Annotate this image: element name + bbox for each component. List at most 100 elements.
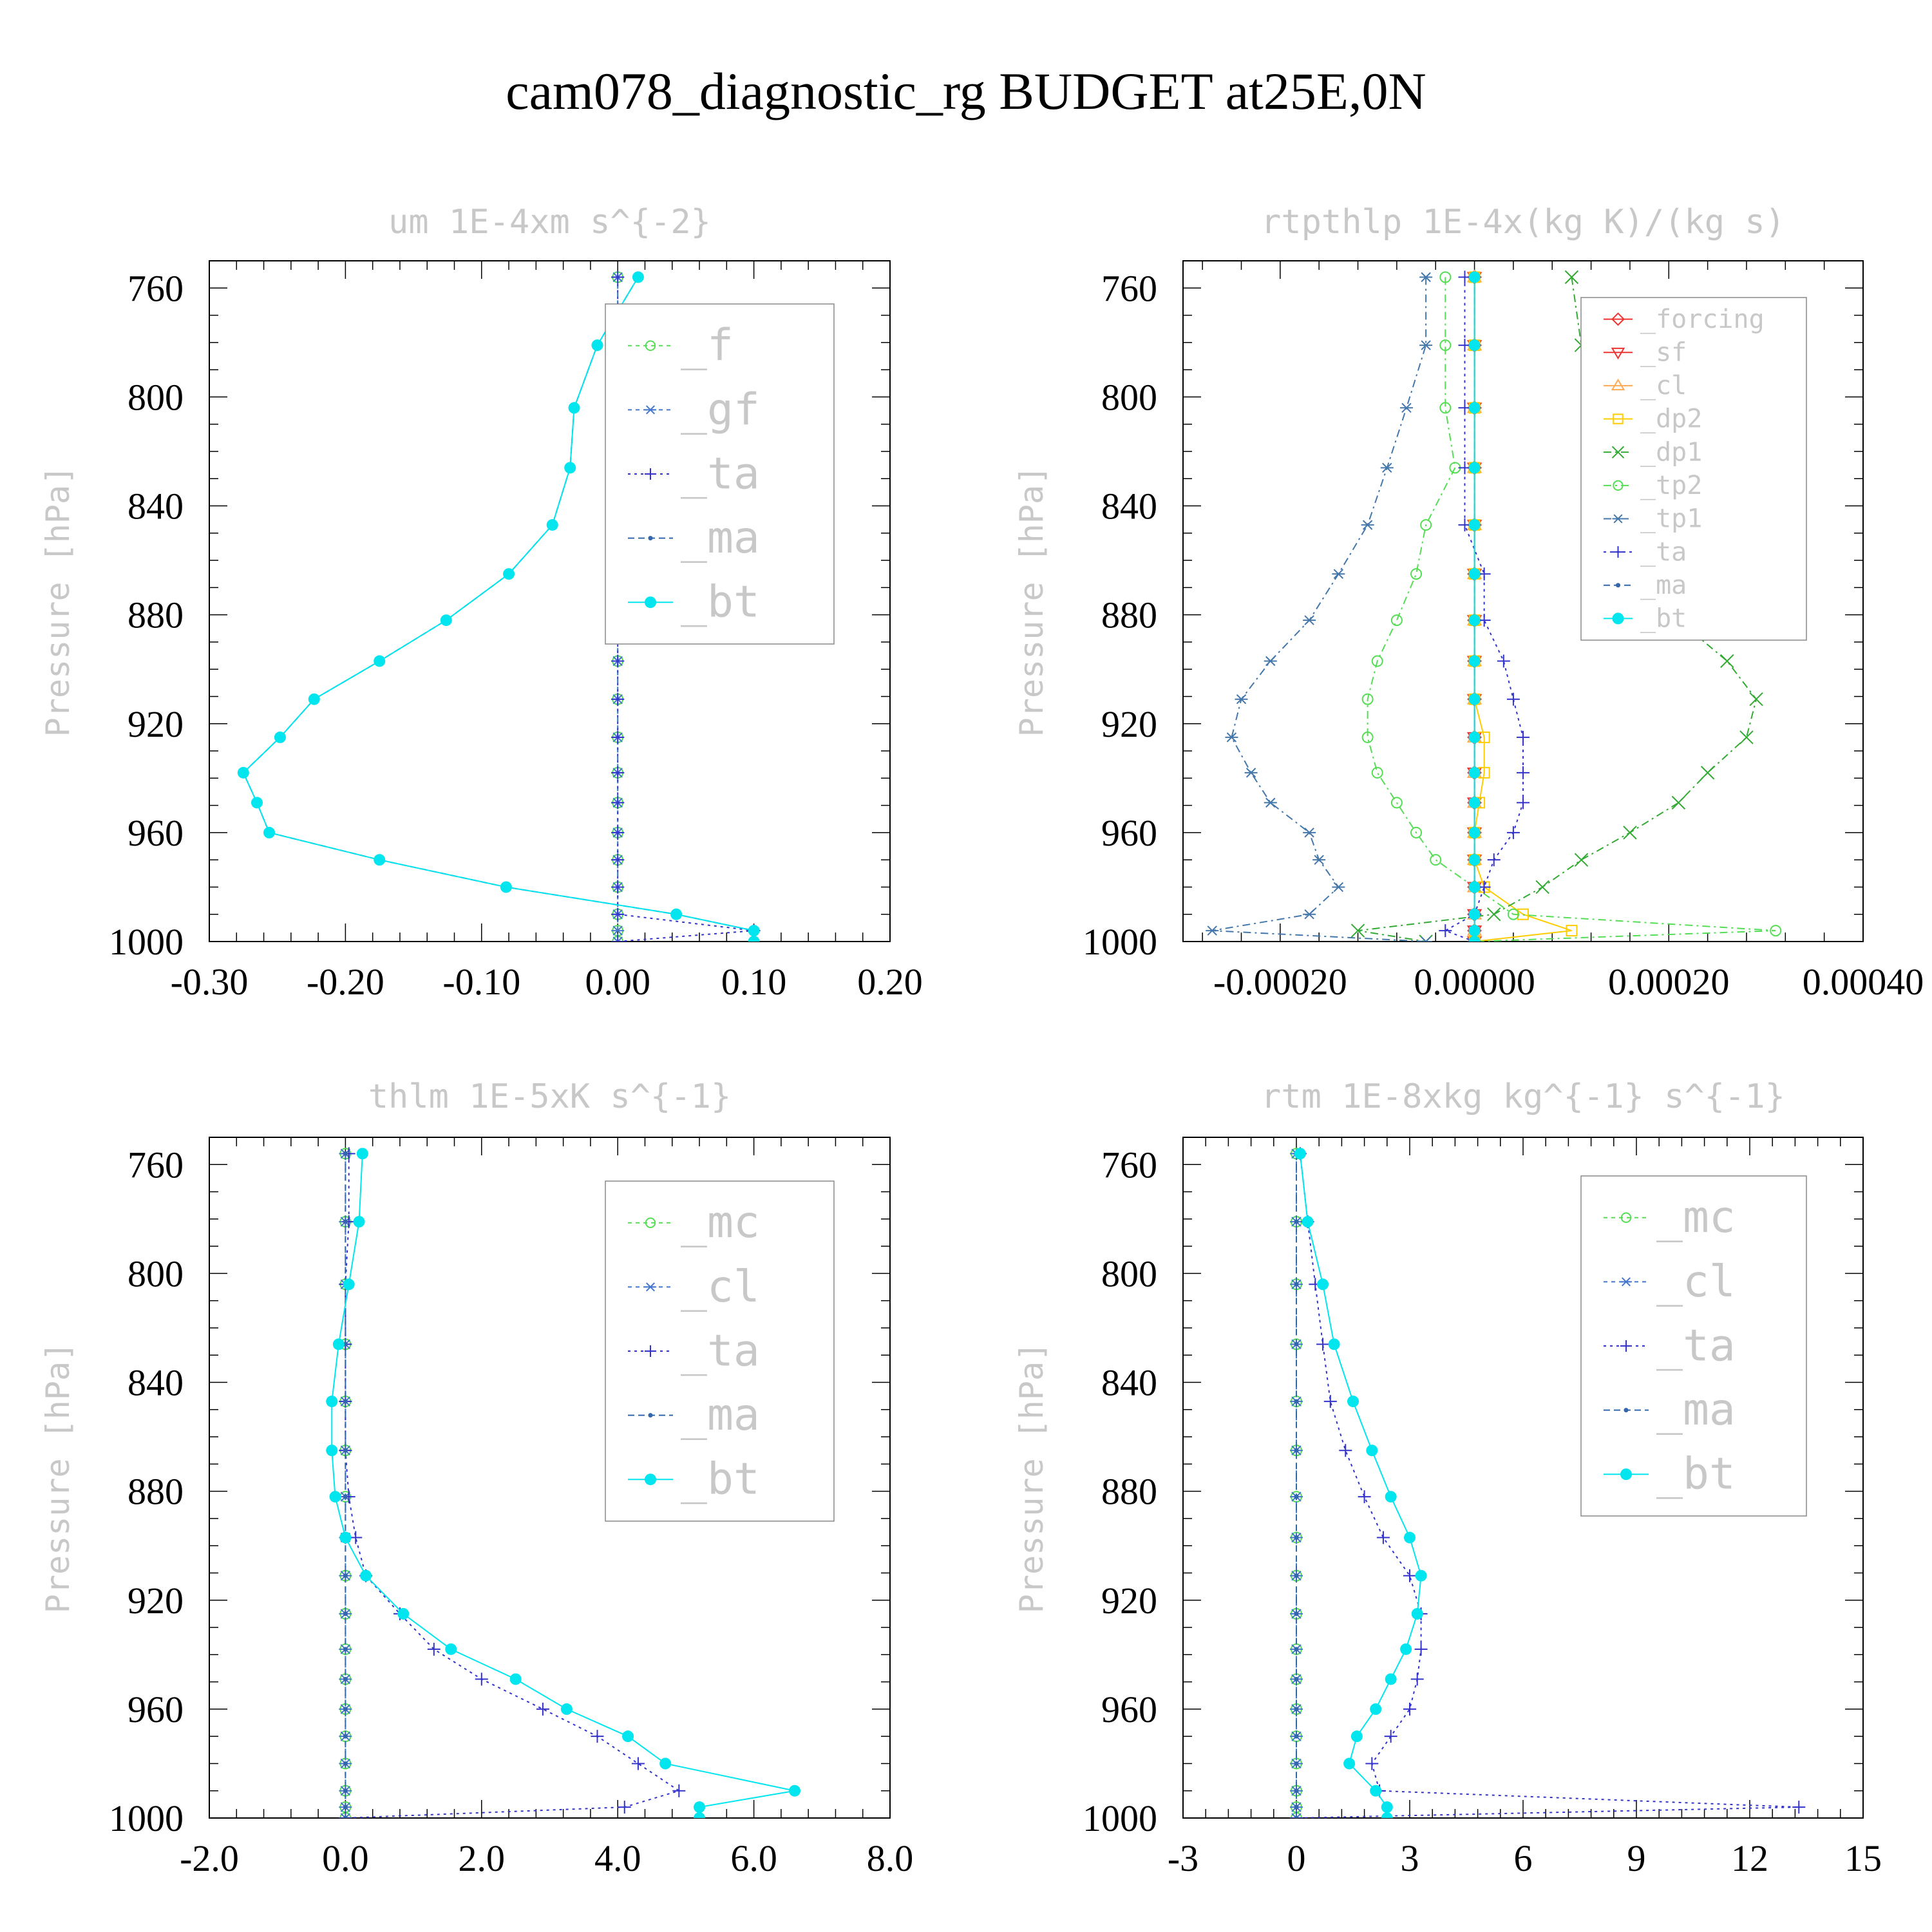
data-point-tp2 — [1390, 614, 1403, 627]
data-point-bt — [1347, 1396, 1359, 1408]
series-line-dp1 — [1358, 277, 1757, 942]
data-point-bt — [274, 731, 286, 743]
data-point-ma — [1294, 1647, 1299, 1652]
y-tick-label: 1000 — [1083, 921, 1157, 963]
data-point-tp1 — [1235, 694, 1248, 705]
data-point-dp1 — [1350, 923, 1365, 938]
x-tick-label: -3 — [1168, 1837, 1198, 1879]
y-tick-label: 800 — [128, 376, 184, 418]
legend-marker — [645, 1473, 656, 1486]
series-line-tp1 — [1212, 277, 1427, 942]
data-point-ma — [1294, 1788, 1299, 1794]
y-tick-label: 920 — [1101, 703, 1157, 745]
data-point-ma — [1294, 1707, 1299, 1712]
data-point-bt — [1411, 1607, 1423, 1620]
legend-marker — [1613, 413, 1624, 424]
data-point-ma — [343, 1647, 348, 1652]
legend-label: _dp1 — [1640, 437, 1702, 467]
data-point-ma — [343, 1151, 348, 1156]
data-point-bt — [1385, 1673, 1397, 1685]
data-point-bt — [263, 826, 276, 838]
data-point-bt — [374, 854, 386, 866]
data-point-ma — [343, 1573, 348, 1578]
y-tick-label: 880 — [1101, 594, 1157, 636]
x-tick-label: 6 — [1514, 1837, 1533, 1879]
data-point-bt — [1366, 1444, 1378, 1457]
legend-marker — [1612, 514, 1624, 524]
data-point-dp1 — [1700, 766, 1715, 780]
data-point-ta — [611, 907, 625, 921]
data-point-tp1 — [1332, 882, 1345, 893]
legend-label: _ma — [681, 1390, 760, 1441]
data-point-ta — [349, 1531, 363, 1544]
data-point-bt — [1468, 936, 1481, 942]
data-point-bt — [308, 693, 320, 705]
data-point-ta — [611, 270, 625, 284]
data-point-ma — [1294, 1341, 1299, 1347]
data-point-bt — [1350, 1730, 1363, 1743]
data-point-dp1 — [1739, 730, 1754, 744]
y-tick-label: 800 — [128, 1253, 184, 1294]
x-tick-label: 0.00 — [585, 961, 650, 1003]
data-point-ma — [1294, 1219, 1299, 1224]
data-point-ma — [343, 1399, 348, 1404]
legend-marker — [1624, 1408, 1629, 1413]
x-tick-label: 0.10 — [721, 961, 787, 1003]
data-point-bt — [329, 1491, 341, 1503]
data-point-bt — [1370, 1703, 1382, 1715]
data-point-tp1 — [1264, 656, 1277, 667]
x-tick-label: 9 — [1627, 1837, 1646, 1879]
y-tick-label: 1000 — [109, 921, 184, 963]
legend-marker — [1612, 546, 1624, 558]
data-point-bt — [1370, 1785, 1382, 1797]
data-point-dp1 — [1720, 654, 1734, 668]
data-point-bt — [1302, 1216, 1314, 1228]
legend-box — [605, 1180, 835, 1522]
data-point-tp1 — [1244, 768, 1258, 778]
x-tick-label: -0.10 — [442, 961, 520, 1003]
x-tick-label: 0.00020 — [1608, 961, 1730, 1003]
data-point-tp2 — [1390, 797, 1403, 809]
legend-label: _cl — [1640, 371, 1687, 401]
data-point-ta — [1439, 924, 1452, 938]
data-point-ma — [343, 1815, 348, 1818]
data-point-bt — [1385, 1491, 1397, 1503]
y-axis-label: Pressure [hPa] — [1013, 1342, 1050, 1613]
data-point-ta — [1517, 766, 1530, 779]
x-tick-label: -0.00020 — [1213, 961, 1347, 1003]
legend-marker — [648, 1413, 653, 1418]
data-point-tp2 — [1507, 908, 1519, 920]
y-tick-label: 960 — [128, 1689, 184, 1730]
data-point-dp2 — [1566, 925, 1578, 937]
y-tick-label: 960 — [128, 812, 184, 854]
y-tick-label: 880 — [128, 594, 184, 636]
data-point-bt — [360, 1569, 372, 1582]
data-point-ta — [631, 1757, 645, 1770]
data-point-ma — [1294, 1676, 1299, 1681]
data-point-tp1 — [1419, 272, 1433, 283]
data-point-tp2 — [1410, 826, 1423, 838]
data-point-bt — [1328, 1338, 1340, 1350]
data-point-bt — [332, 1338, 345, 1350]
data-point-gf — [611, 925, 625, 936]
series-line-ta — [1296, 1153, 1799, 1818]
data-point-ta — [536, 1702, 549, 1716]
data-point-bt — [326, 1396, 338, 1408]
data-point-tp1 — [1303, 828, 1316, 838]
data-point-bt — [1294, 1148, 1306, 1160]
data-point-ma — [343, 1219, 348, 1224]
legend-label: _f — [681, 320, 734, 371]
data-point-tp1 — [1399, 402, 1413, 413]
data-point-bt — [1400, 1643, 1412, 1655]
data-point-bt — [1468, 614, 1481, 627]
data-point-bt — [622, 1730, 634, 1743]
plot-frame — [209, 1137, 891, 1819]
data-point-bt — [339, 1531, 352, 1544]
x-tick-label: 15 — [1844, 1837, 1882, 1879]
legend-marker — [645, 1282, 656, 1292]
data-point-ta — [611, 766, 625, 779]
legend-label: _mc — [1656, 1192, 1736, 1243]
x-tick-label: -2.0 — [180, 1837, 239, 1879]
y-tick-label: 840 — [1101, 486, 1157, 527]
data-point-bt — [1381, 1801, 1393, 1814]
